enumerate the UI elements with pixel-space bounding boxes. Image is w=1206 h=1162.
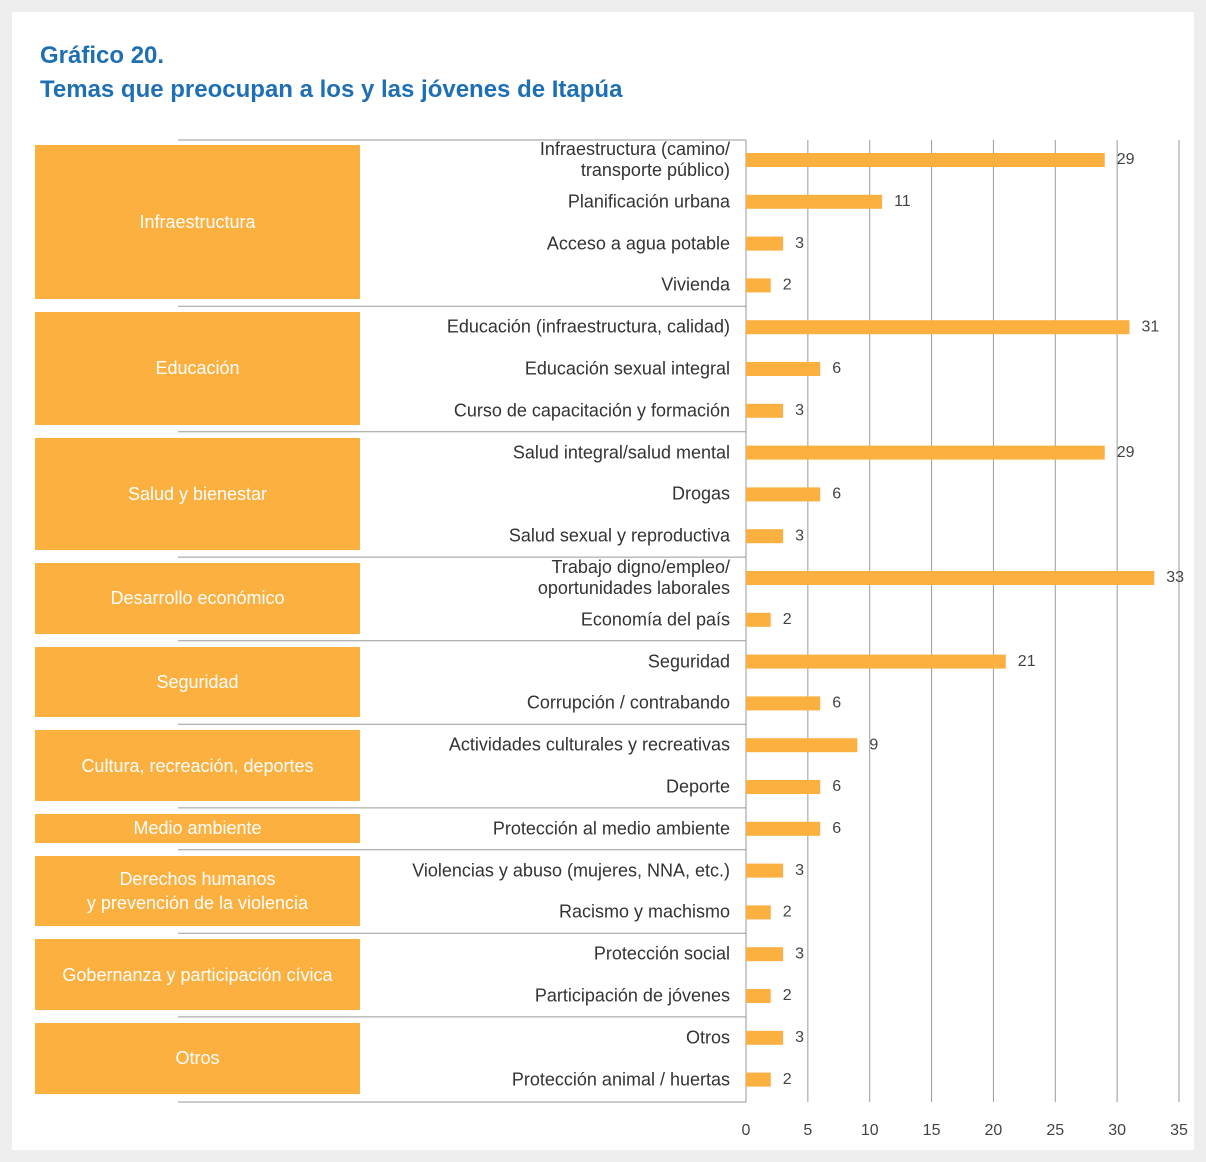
- group-label: Salud y bienestar: [35, 437, 360, 551]
- category-label: Salud sexual y reproductiva: [508, 525, 730, 546]
- bar: [746, 612, 771, 627]
- category-label: Seguridad: [647, 651, 730, 672]
- value-label: 2: [783, 987, 792, 1004]
- bar: [746, 320, 1130, 335]
- category-label: Trabajo digno/empleo/ oportunidades labo…: [537, 557, 730, 598]
- group-label: Seguridad: [35, 646, 360, 718]
- value-label: 6: [832, 486, 841, 503]
- bar: [746, 696, 821, 711]
- value-label: 31: [1142, 318, 1160, 335]
- x-tick-label: 35: [1170, 1122, 1188, 1139]
- bar: [746, 278, 771, 293]
- value-label: 6: [832, 360, 841, 377]
- value-label: 2: [783, 611, 792, 628]
- group-label: Medio ambiente: [35, 813, 360, 843]
- bar: [746, 487, 821, 502]
- value-label: 9: [869, 736, 878, 753]
- value-label: 2: [783, 1071, 792, 1088]
- bar: [746, 571, 1155, 585]
- category-label: Violencias y abuso (mujeres, NNA, etc.): [412, 860, 730, 881]
- group-label: Desarrollo económico: [35, 563, 360, 634]
- bar: [746, 821, 821, 836]
- category-label: Participación de jóvenes: [534, 985, 730, 1006]
- bar: [746, 947, 784, 962]
- chart-title: Gráfico 20.: [40, 42, 165, 69]
- category-label: Educación (infraestructura, calidad): [446, 316, 730, 337]
- value-label: 3: [795, 402, 804, 419]
- value-label: 2: [783, 277, 792, 294]
- value-label: 21: [1018, 653, 1036, 670]
- category-label: Protección social: [593, 943, 730, 964]
- group-label: Cultura, recreación, deportes: [35, 730, 360, 801]
- category-label: Protección animal / huertas: [511, 1069, 730, 1090]
- x-tick-label: 0: [742, 1122, 751, 1139]
- bar: [746, 989, 771, 1003]
- value-label: 2: [783, 904, 792, 921]
- group-label: Otros: [35, 1022, 360, 1094]
- value-label: 29: [1117, 444, 1135, 461]
- x-tick-label: 30: [1108, 1122, 1126, 1139]
- category-label: Curso de capacitación y formación: [453, 400, 730, 421]
- group-label: Infraestructura: [35, 145, 360, 300]
- bar: [746, 194, 883, 209]
- bar: [746, 863, 784, 878]
- category-label: Protección al medio ambiente: [492, 818, 730, 839]
- bar: [746, 445, 1105, 460]
- page: Gráfico 20. Temas que preocupan a los y …: [12, 12, 1194, 1150]
- value-label: 11: [894, 193, 911, 210]
- value-label: 3: [795, 862, 804, 879]
- bar: [746, 1072, 771, 1087]
- group-label: Gobernanza y participación cívica: [35, 939, 360, 1010]
- value-label: 3: [795, 235, 804, 252]
- value-label: 3: [795, 1029, 804, 1046]
- category-label: Actividades culturales y recreativas: [448, 734, 730, 755]
- category-label: Planificación urbana: [567, 191, 730, 212]
- value-label: 33: [1166, 569, 1184, 586]
- value-label: 6: [832, 695, 841, 712]
- category-label: Corrupción / contrabando: [526, 692, 730, 713]
- category-label: Educación sexual integral: [524, 358, 730, 379]
- value-label: 3: [795, 945, 804, 962]
- bar: [746, 1030, 784, 1045]
- x-tick-label: 20: [985, 1122, 1003, 1139]
- value-label: 29: [1117, 151, 1135, 168]
- x-tick-label: 10: [861, 1122, 879, 1139]
- category-label: Vivienda: [661, 274, 730, 295]
- category-label: Salud integral/salud mental: [512, 442, 730, 463]
- bar: [746, 236, 784, 251]
- bar: [746, 362, 821, 376]
- group-label: Derechos humanos y prevención de la viol…: [35, 855, 360, 927]
- bar: [746, 529, 784, 544]
- bar: [746, 905, 771, 920]
- bar: [746, 403, 784, 418]
- value-label: 6: [832, 778, 841, 795]
- group-label: Educación: [35, 312, 360, 425]
- value-label: 3: [795, 527, 804, 544]
- category-label: Infraestructura (camino/ transporte públ…: [539, 139, 730, 180]
- bar: [746, 153, 1105, 167]
- chart: 0 5 10 15 20 25 30 3529113231632963332216966323…: [178, 139, 1188, 1139]
- x-tick-label: 25: [1046, 1122, 1064, 1139]
- category-label: Racismo y machismo: [558, 901, 730, 922]
- category-label: Drogas: [671, 483, 730, 504]
- x-tick-label: 5: [803, 1122, 812, 1139]
- chart-subtitle: Temas que preocupan a los y las jóvenes …: [40, 76, 623, 103]
- bar: [746, 654, 1006, 669]
- category-label: Deporte: [665, 776, 730, 797]
- category-label: Economía del país: [580, 609, 730, 630]
- x-tick-label: 15: [923, 1122, 941, 1139]
- category-label: Otros: [685, 1027, 730, 1048]
- bar: [746, 738, 858, 753]
- category-label: Acceso a agua potable: [546, 233, 730, 254]
- bar: [746, 780, 821, 794]
- value-label: 6: [832, 820, 841, 837]
